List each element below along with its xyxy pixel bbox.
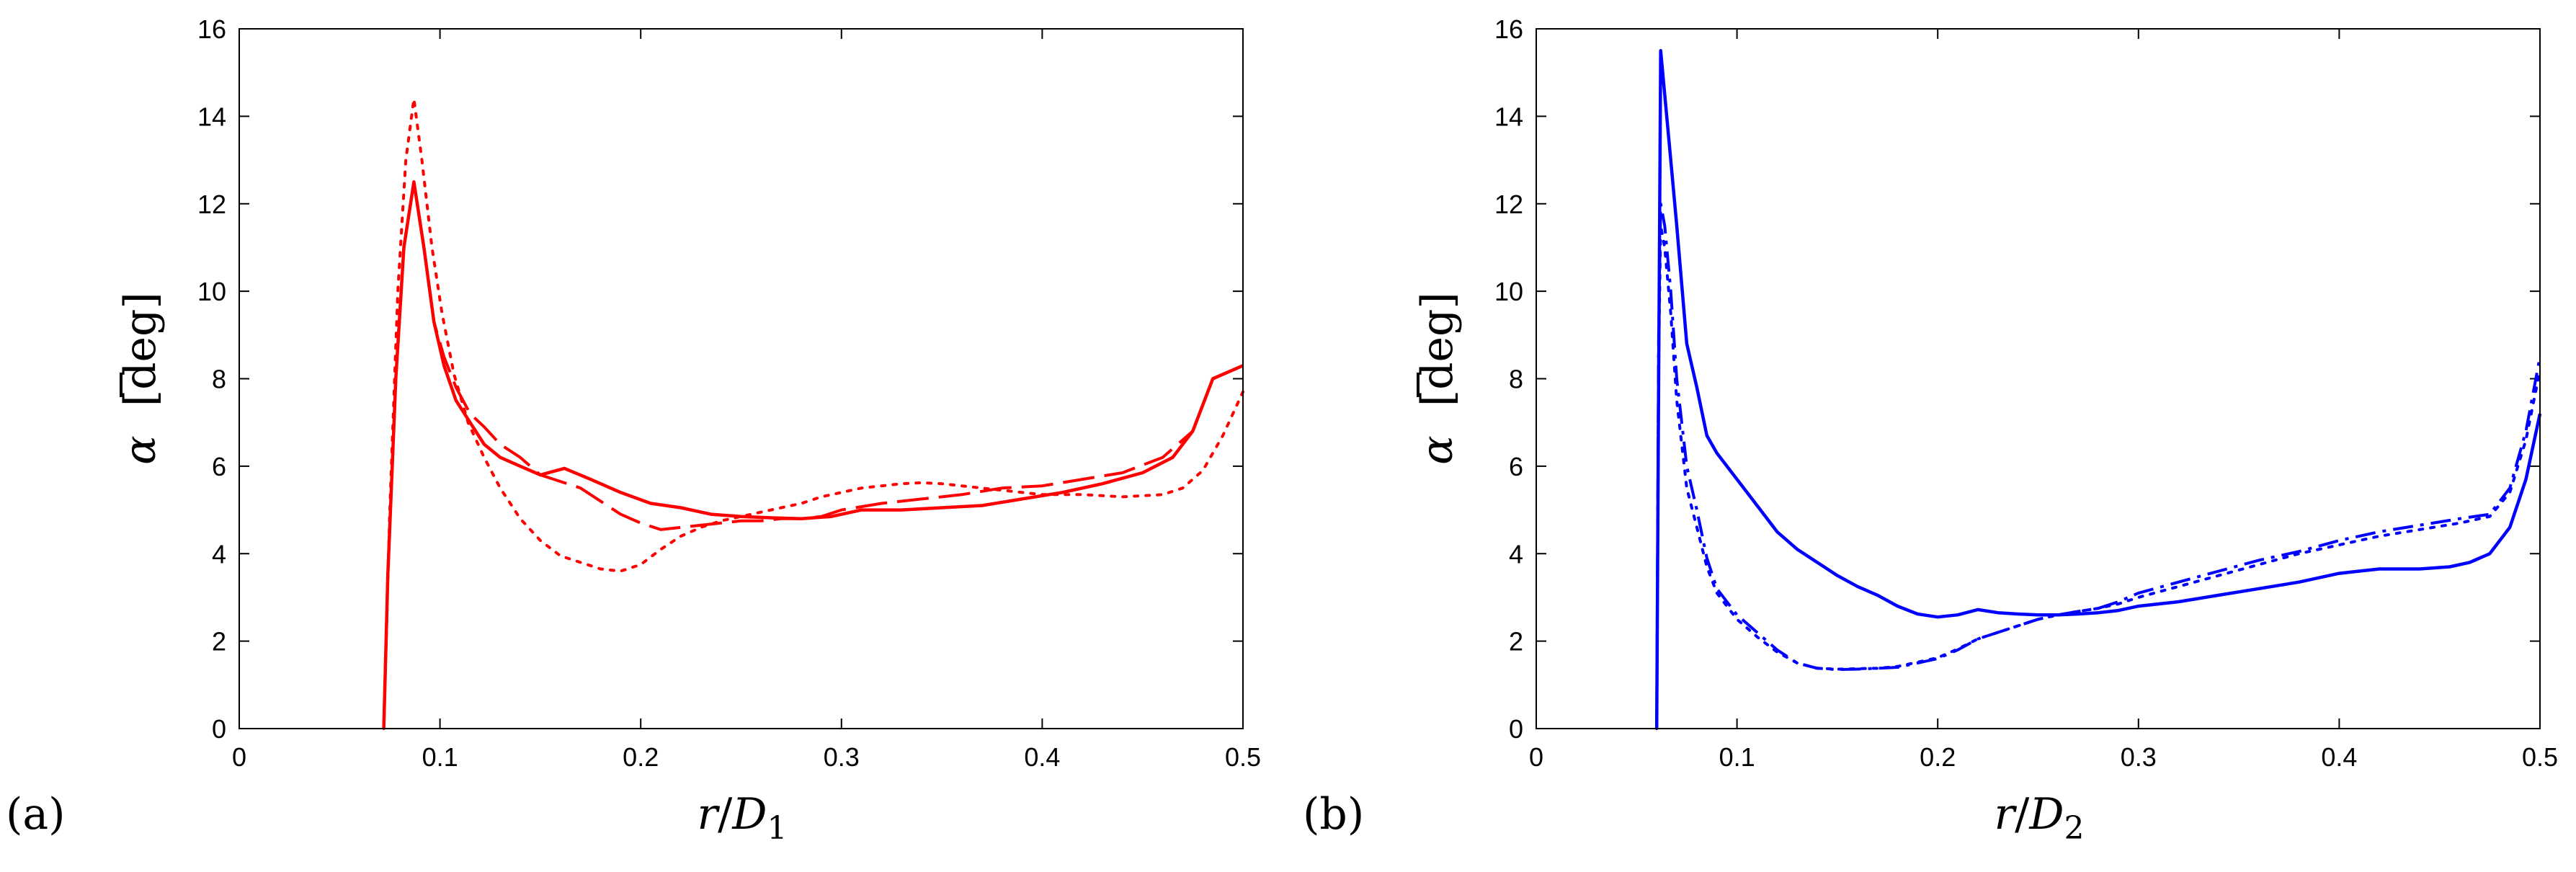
x-tick-label-b-3: 0.3 — [2121, 742, 2157, 772]
y-axis-label-a-symbol: α — [115, 435, 166, 465]
y-tick-label-a-5: 10 — [197, 277, 226, 306]
series-line-a-dotted — [382, 97, 1244, 730]
series-line-b-dotted — [1655, 224, 2541, 730]
y-tick-label-a-3: 6 — [212, 452, 226, 481]
series-line-b-dashdot — [1655, 202, 2541, 729]
chart-panel-b: 0 0.1 0.2 0.3 0.4 0.5 0 2 4 6 8 10 12 14 16 α [deg] r/D… — [1303, 14, 2558, 847]
y-tick-label-a-6: 12 — [197, 190, 226, 219]
y-axis-label-b: α [deg] — [1412, 292, 1463, 465]
x-axis-label-b-d: D — [2028, 789, 2064, 840]
y-axis-label-b-text: α [deg] — [1412, 292, 1463, 465]
panel-label-a: (a) — [6, 789, 66, 840]
y-tick-label-b-3: 6 — [1509, 452, 1523, 481]
x-axis-label-a-sub: 1 — [767, 810, 788, 847]
x-axis-label-b: r/D2 — [1994, 789, 2084, 847]
chart-panel-a: 0 0.1 0.2 0.3 0.4 0.5 0 2 4 6 8 10 12 14 16 α [deg] r/D… — [6, 14, 1261, 847]
x-axis-label-a-d: D — [731, 789, 767, 840]
plot-frame-b — [1536, 28, 2541, 729]
y-tick-label-a-1: 2 — [212, 627, 226, 657]
y-tick-label-b-0: 0 — [1509, 714, 1523, 744]
x-tick-label-a-3: 0.3 — [824, 742, 860, 772]
series-line-b-solid — [1654, 49, 2542, 729]
y-axis-label-b-symbol: α — [1412, 435, 1463, 465]
x-tick-label-b-1: 0.1 — [1719, 742, 1755, 772]
panel-label-b: (b) — [1303, 789, 1364, 840]
y-axis-label-b-unit: [deg] — [1412, 292, 1463, 406]
y-tick-label-b-4: 8 — [1509, 365, 1523, 394]
x-axis-label-b-r: r — [1994, 789, 2017, 840]
y-tick-label-b-2: 4 — [1509, 539, 1523, 569]
y-tick-label-a-2: 4 — [212, 539, 226, 569]
x-axis-label-b-slash: / — [2015, 789, 2030, 840]
y-tick-label-a-0: 0 — [212, 714, 226, 744]
y-tick-label-a-8: 16 — [197, 14, 226, 44]
y-axis-label-a-text: α [deg] — [115, 292, 166, 465]
y-tick-label-b-1: 2 — [1509, 627, 1523, 657]
x-tick-label-b-0: 0 — [1529, 742, 1543, 772]
x-tick-label-a-5: 0.5 — [1225, 742, 1261, 772]
x-axis-label-a: r/D1 — [697, 789, 787, 847]
y-tick-label-a-4: 8 — [212, 365, 226, 394]
x-tick-label-a-1: 0.1 — [422, 742, 458, 772]
plot-area-a: 0 0.1 0.2 0.3 0.4 0.5 0 2 4 6 8 10 12 14 16 — [197, 14, 1261, 772]
x-tick-label-b-5: 0.5 — [2522, 742, 2558, 772]
y-tick-label-b-8: 16 — [1494, 14, 1523, 44]
x-axis-label-a-slash: / — [718, 789, 733, 840]
y-tick-label-b-6: 12 — [1494, 190, 1523, 219]
y-axis-label-a: α [deg] — [115, 292, 166, 465]
x-axis-label-a-r: r — [697, 789, 720, 840]
y-tick-label-b-5: 10 — [1494, 277, 1523, 306]
x-tick-label-a-4: 0.4 — [1024, 742, 1060, 772]
plot-frame-a — [239, 28, 1244, 729]
y-axis-label-a-unit: [deg] — [115, 292, 166, 406]
y-tick-label-b-7: 14 — [1494, 102, 1523, 131]
y-tick-label-a-7: 14 — [197, 102, 226, 131]
plot-area-b: 0 0.1 0.2 0.3 0.4 0.5 0 2 4 6 8 10 12 14 16 — [1494, 14, 2558, 772]
x-tick-label-a-2: 0.2 — [623, 742, 659, 772]
x-tick-label-a-0: 0 — [232, 742, 246, 772]
x-tick-label-b-2: 0.2 — [1920, 742, 1956, 772]
x-tick-label-b-4: 0.4 — [2321, 742, 2357, 772]
x-axis-label-b-sub: 2 — [2064, 810, 2085, 847]
series-line-a-solid — [382, 180, 1244, 729]
series-line-a-dashed — [382, 180, 1244, 729]
